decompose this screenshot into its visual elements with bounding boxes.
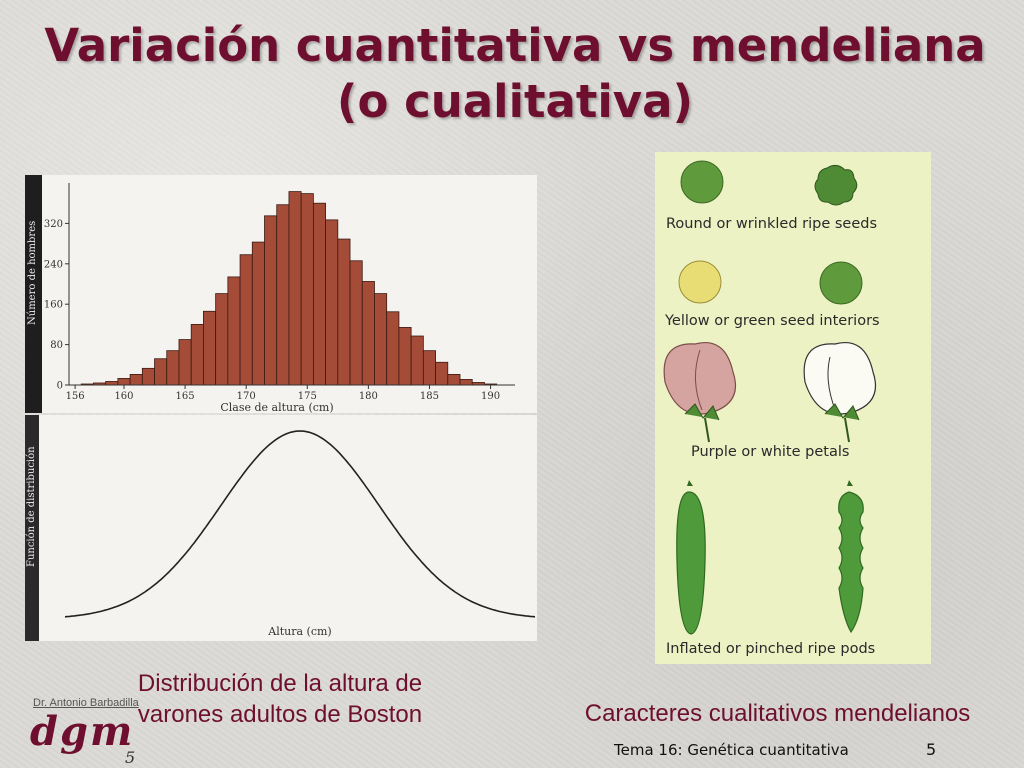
histogram-x-tick-label: 180 [359, 391, 378, 402]
pea-label-pod-shape: Inflated or pinched ripe pods [666, 641, 876, 657]
footer-author-link[interactable]: Dr. Antonio Barbadilla [33, 697, 139, 709]
dgm-logo: dgm [30, 708, 135, 755]
caption-height-distribution: Distribución de la altura de varones adu… [137, 670, 423, 728]
pea-illustrations [663, 160, 877, 635]
histogram-xlabel: Clase de altura (cm) [220, 401, 333, 413]
normal-curve-line [64, 430, 536, 618]
pea-traits-image: Round or wrinkled ripe seeds Yellow or g… [655, 152, 931, 664]
yellow-seed-icon [678, 260, 722, 304]
pea-label-seed-color: Yellow or green seed interiors [665, 313, 880, 329]
distribution-chart: Altura (cm) [64, 430, 536, 638]
footer-page-number: 5 [926, 740, 937, 759]
distribution-panel: Función de distribución Altura (cm) [25, 415, 537, 641]
histogram-bar [166, 350, 180, 386]
histogram-y-tick-label: 240 [44, 259, 63, 270]
histogram-bar [386, 311, 400, 386]
histogram-bar [203, 310, 217, 386]
histogram-bar [398, 327, 412, 386]
histogram-bar [178, 339, 192, 386]
histogram-x-tick-label: 160 [114, 391, 133, 402]
histogram-bar [276, 204, 290, 386]
histogram-bar [447, 373, 461, 386]
inflated-pod-icon [676, 480, 706, 635]
histogram-bar [410, 335, 424, 386]
wrinkled-seed-icon [814, 164, 858, 206]
histogram-bar [129, 373, 143, 386]
green-seed-icon [819, 261, 863, 305]
histogram-bar [459, 379, 473, 386]
histogram-bar [141, 367, 155, 386]
histogram-bar [251, 241, 265, 386]
histogram-x-tick-label: 190 [481, 391, 500, 402]
histogram-bar [105, 381, 119, 386]
histogram-chart: 0 80 160 240 320 156 160 165 170 175 180 185 190 Clas… [44, 183, 515, 413]
histogram-bar [435, 361, 449, 386]
histogram-bar [337, 238, 351, 386]
histogram-bar [361, 281, 375, 386]
histogram-bar [239, 254, 253, 386]
histogram-bar [374, 293, 388, 386]
histogram-x-tick-label: 185 [420, 391, 439, 402]
distribution-ylabel-bar: Función de distribución [25, 415, 39, 641]
caption-mendelian-traits: Caracteres cualitativos mendelianos [584, 700, 971, 727]
histogram-bar [264, 215, 278, 386]
distribution-xlabel: Altura (cm) [267, 625, 331, 638]
histogram-bar [349, 260, 363, 386]
purple-flower-icon [663, 342, 737, 443]
histogram-bar [154, 358, 168, 386]
pea-label-seed-shape: Round or wrinkled ripe seeds [666, 216, 878, 232]
histogram-bar [288, 191, 302, 386]
histogram-bar [422, 350, 436, 386]
footer-slide-number-left: 5 [125, 748, 136, 767]
histogram-panel: Número de hombres 0 80 160 240 320 156 160 165 1… [25, 175, 537, 413]
histogram-bar [312, 202, 327, 386]
histogram-x-tick-label: 170 [237, 391, 256, 402]
histogram-x-tick-label: 175 [298, 391, 317, 402]
histogram-y-tick-label: 80 [50, 340, 63, 351]
histogram-bar [227, 276, 241, 386]
histogram-y-tick-label: 320 [44, 219, 63, 230]
histogram-bar [190, 323, 204, 386]
histogram-y-tick-label: 0 [57, 381, 63, 392]
pea-label-petal-color: Purple or white petals [691, 444, 850, 460]
histogram-ylabel-bar: Número de hombres [25, 175, 42, 413]
histogram-bar [117, 378, 131, 386]
pinched-pod-icon [838, 480, 864, 634]
histogram-bar [215, 293, 229, 386]
histogram-x-tick-label: 156 [66, 391, 85, 402]
white-flower-icon [803, 342, 877, 443]
footer-topic: Tema 16: Genética cuantitativa [614, 741, 849, 759]
histogram-bar [300, 193, 314, 386]
histogram-y-tick-label: 160 [44, 300, 63, 311]
histogram-x-tick-label: 165 [176, 391, 195, 402]
histogram-bar [325, 219, 339, 386]
round-seed-icon [680, 160, 724, 204]
slide-title: Variación cuantitativa vs mendeliana (o … [44, 19, 986, 128]
